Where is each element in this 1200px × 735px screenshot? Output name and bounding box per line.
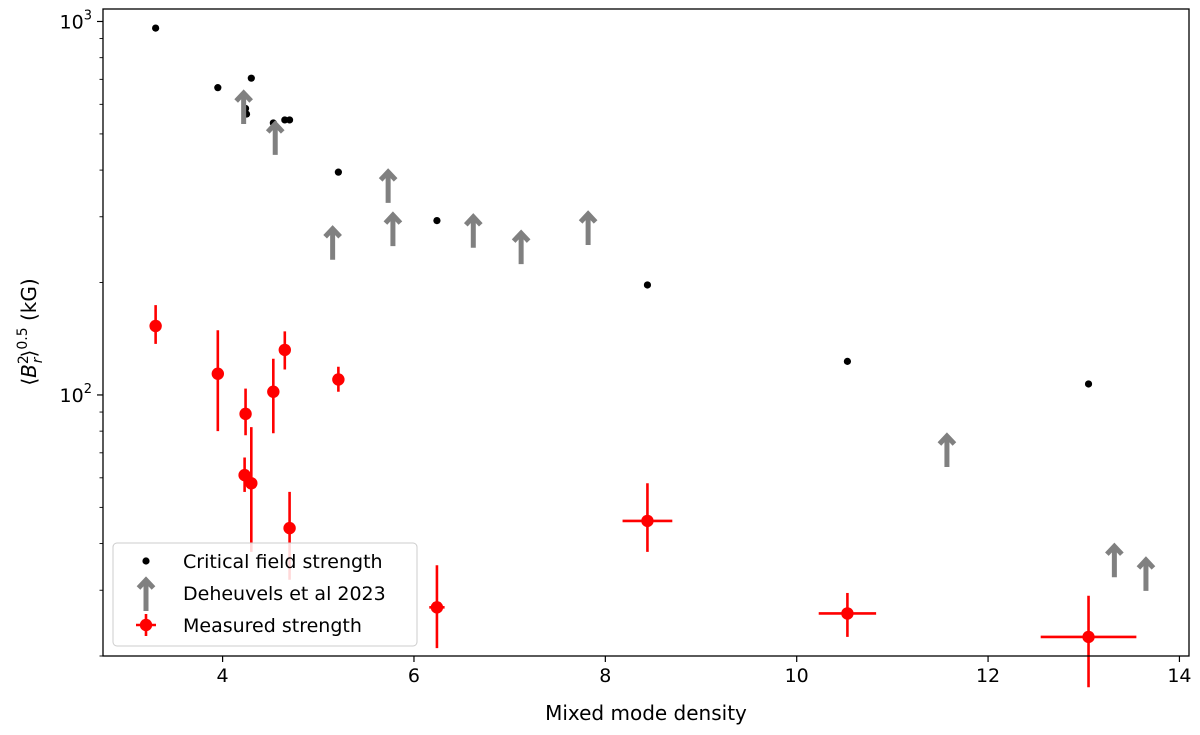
measured-strength-point [1082, 630, 1095, 644]
x-axis-label: Mixed mode density [545, 701, 747, 725]
measured-strength-point [238, 468, 251, 482]
legend-label: Critical field strength [183, 551, 383, 573]
legend-measured-marker [139, 618, 153, 632]
legend-arrow-marker [136, 576, 156, 611]
plot-frame [102, 8, 1190, 657]
lower-limit-arrow [265, 120, 285, 155]
y-tick-label: 103 [60, 8, 92, 33]
critical-field-point [285, 116, 294, 124]
critical-field-point [247, 74, 255, 82]
x-tick-label: 4 [217, 665, 229, 687]
lower-limit-arrow [511, 229, 531, 265]
measured-strength-point [211, 367, 225, 380]
y-axis-label-text: ⟨B2r⟩0.5 (kG) [15, 278, 46, 385]
x-tick-label: 6 [408, 665, 420, 687]
measured-strength-point [283, 521, 296, 535]
series-errorbar [149, 305, 1137, 688]
y-axis-label: ⟨B2r⟩0.5 (kG) [15, 278, 46, 385]
legend-label: Deheuvels et al 2023 [183, 583, 386, 605]
critical-field-point [643, 281, 652, 289]
measured-strength-point [245, 477, 258, 490]
legend-dot-marker [142, 557, 150, 565]
measured-strength-point [267, 385, 280, 398]
lower-limit-arrow [578, 210, 598, 245]
critical-field-point [214, 84, 222, 92]
critical-field-point [1084, 380, 1093, 388]
lower-limit-arrow [937, 432, 957, 467]
lower-limit-arrow [1136, 556, 1156, 591]
lower-limit-arrow [234, 89, 253, 124]
measured-strength-point [149, 319, 162, 333]
measured-strength-point [239, 407, 252, 421]
measured-strength-point [841, 607, 854, 620]
lower-limit-arrow [323, 225, 342, 260]
legend: Critical field strength Deheuvels et al 2… [112, 542, 418, 647]
legend-label: Measured strength [183, 615, 362, 637]
legend-frame [112, 542, 418, 647]
critical-field-point [843, 357, 852, 365]
lower-limit-arrow [383, 211, 403, 247]
x-tick-label: 10 [785, 665, 809, 687]
measured-strength-point [278, 343, 291, 357]
plot-marks [149, 24, 1156, 688]
critical-field-point [152, 24, 160, 32]
y-tick-label: 102 [60, 382, 92, 407]
measured-strength-point [641, 514, 654, 528]
measured-strength-point [332, 373, 345, 386]
lower-limit-arrow [463, 213, 483, 248]
x-tick-label: 14 [1167, 665, 1191, 687]
x-tick-label: 8 [599, 665, 611, 687]
lower-limit-arrow [378, 168, 398, 203]
lower-limit-arrow [1105, 542, 1124, 578]
critical-field-point [334, 168, 342, 176]
series-up-arrow [234, 89, 1156, 591]
x-tick-label: 12 [976, 665, 1000, 687]
critical-field-point [433, 216, 441, 225]
measured-strength-point [430, 601, 444, 614]
series-dot [152, 24, 1093, 388]
